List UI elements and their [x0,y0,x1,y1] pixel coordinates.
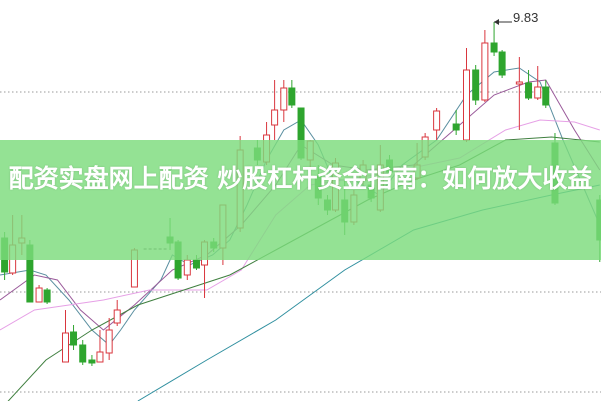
candle-down [192,259,200,269]
candle-up [113,309,121,324]
candle-down [70,331,78,346]
candle-up [534,86,542,99]
candle-down [43,289,51,303]
candle-down [472,69,480,101]
candle-up [433,110,441,131]
candle-down [542,86,550,106]
candle-up [280,87,288,111]
candle-up [61,332,69,363]
peak-price-label: 9.83 [513,10,539,25]
candle-up [35,287,43,303]
candle-down [88,359,96,364]
candle-down [498,51,506,76]
article-title: 配资实盘网上配资 炒股杠杆资金指南：如何放大收益 [8,164,593,193]
candle-up [183,259,191,276]
candle-up [105,329,113,354]
candle-up [271,109,279,126]
candle-down [452,123,460,131]
candle-up [462,69,470,141]
title-banner [0,140,601,260]
candle-down [490,42,498,53]
candle-down [288,87,296,106]
candle-up [96,351,104,363]
candle-down [525,82,533,99]
candle-down [79,344,87,363]
candle-up [515,81,523,85]
arrow-left-icon [494,19,499,25]
candle-up [481,42,489,101]
